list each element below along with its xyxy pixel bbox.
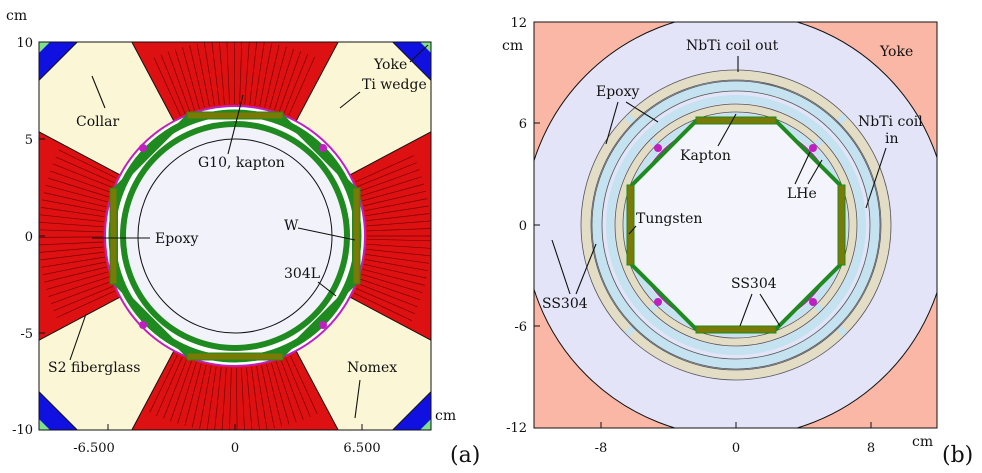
panel-b-label: (b) [942, 443, 973, 468]
panel-a-cooling-pipe [139, 321, 147, 329]
panel-b-tungsten-plate-left [627, 185, 634, 265]
panel-a-cooling-pipe [139, 144, 147, 152]
panel-a-label-s2-fiberglass: S2 fiberglass [48, 360, 140, 376]
panel-b-label-nbti-coil-out: NbTi coil out [686, 38, 779, 54]
panel-b-x-unit: cm [912, 434, 933, 450]
panel-b-coil-gap [816, 305, 822, 311]
panel-b-magnet-cross-section: 12 cm 6 0 -6 -12 -8 0 8 cm (b) NbTi coil… [502, 13, 973, 468]
panel-b-lhe-pipe [654, 144, 662, 152]
panel-a-label-epoxy: Epoxy [155, 231, 199, 247]
panel-a-label: (a) [450, 443, 480, 468]
panel-b-coil-gap [650, 139, 656, 145]
panel-a-y-tick-label: 5 [25, 133, 33, 148]
panel-b-label-nbti-coil-in: NbTi coil [858, 114, 923, 130]
panel-b-x-tick-label: -8 [595, 441, 608, 456]
panel-a-x-tick-label: 6.500 [343, 441, 380, 456]
panel-a-x-tick-label: 0 [231, 441, 239, 456]
panel-b-label-tungsten: Tungsten [636, 211, 702, 227]
panel-a-y-unit: cm [6, 8, 27, 24]
panel-b-coil-gap [816, 139, 822, 145]
panel-b-lhe-pipe [809, 144, 817, 152]
panel-b-tungsten-plate-bottom [696, 326, 776, 333]
panel-a-y-tick-label: 0 [25, 230, 33, 245]
panel-b-label-lhe: LHe [787, 186, 817, 202]
panel-a-y-tick-label: -10 [12, 423, 33, 438]
panel-b-label-epoxy: Epoxy [596, 84, 640, 100]
panel-b-y-tick-label: -6 [514, 320, 527, 335]
panel-b-label-kapton: Kapton [680, 148, 731, 164]
panel-a-magnet-cross-section: cm 10 5 0 -5 -10 -6.500 0 6.500 cm (a) C… [5, 6, 480, 468]
panel-a-tungsten-plate-top [187, 112, 283, 119]
panel-b-x-tick-label: 8 [867, 441, 875, 456]
panel-a-cooling-pipe [319, 321, 327, 329]
panel-a-tungsten-plate-left [110, 188, 117, 284]
panel-b-label-yoke: Yoke [879, 44, 913, 60]
panel-a-coil-strand [39, 237, 103, 238]
panel-b-y-tick-label: 0 [519, 219, 527, 234]
panel-a-label-yoke: Yoke [373, 57, 407, 73]
panel-b-tungsten-plate-top [696, 117, 776, 124]
panel-b-label-ss304-bottom: SS304 [731, 276, 777, 292]
panel-a-label-w: W [284, 218, 299, 234]
panel-a-cooling-pipe [319, 144, 327, 152]
panel-b-lhe-pipe [809, 298, 817, 306]
panel-a-x-tick-label: -6.500 [73, 441, 115, 456]
panel-b-label-ss304-left: SS304 [542, 296, 588, 312]
panel-a-label-304l: 304L [284, 266, 320, 282]
panel-b-y-tick-label: -12 [506, 421, 527, 436]
panel-a-x-unit: cm [435, 408, 456, 424]
panel-a-tungsten-plate-right [353, 188, 360, 284]
panel-a-label-ti-wedge: Ti wedge [362, 77, 427, 93]
panel-b-x-tick-label: 0 [732, 441, 740, 456]
panel-b-y-tick-label: 6 [519, 117, 527, 132]
panel-a-y-tick-label: -5 [20, 327, 33, 342]
panel-b-coil-gap [650, 305, 656, 311]
panel-a-label-nomex: Nomex [347, 360, 397, 376]
panel-a-y-tick-label: 10 [16, 36, 33, 51]
panel-b-lhe-pipe [654, 298, 662, 306]
panel-b-label-nbti-coil-in-2: in [885, 131, 899, 147]
panel-b-y-tick-label: 12 [510, 16, 527, 31]
panel-b-y-unit: cm [502, 38, 523, 54]
panel-a-label-collar: Collar [76, 114, 119, 130]
panel-a-label-g10-kapton: G10, kapton [198, 155, 285, 171]
panel-a-tungsten-plate-bottom [187, 353, 283, 360]
panel-b-tungsten-plate-right [838, 185, 845, 265]
